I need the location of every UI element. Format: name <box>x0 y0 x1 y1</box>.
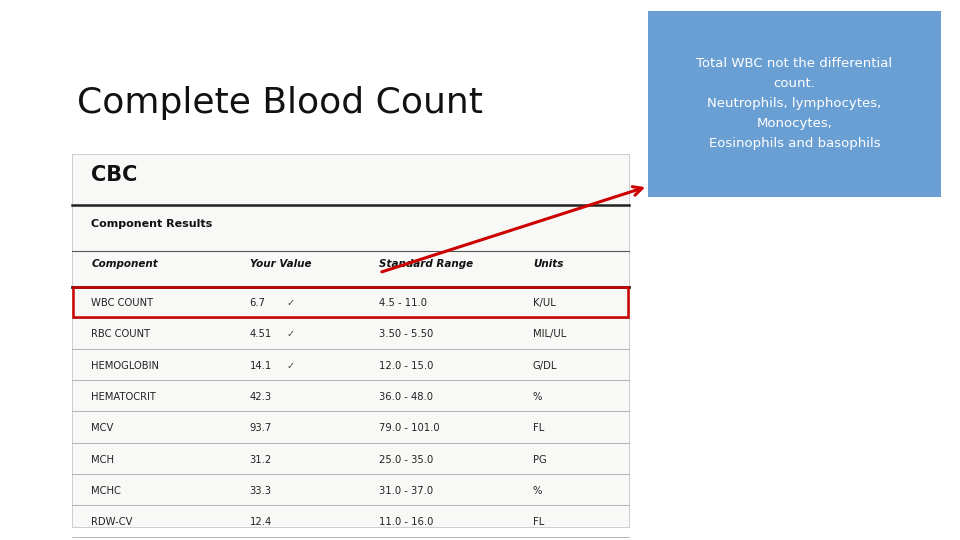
Text: Component Results: Component Results <box>91 219 212 229</box>
Text: 33.3: 33.3 <box>250 486 272 496</box>
Text: 12.4: 12.4 <box>250 517 272 527</box>
Text: 4.51: 4.51 <box>250 329 272 339</box>
Text: RDW-CV: RDW-CV <box>91 517 132 527</box>
Text: 11.0 - 16.0: 11.0 - 16.0 <box>379 517 434 527</box>
FancyBboxPatch shape <box>72 154 629 526</box>
Text: Complete Blood Count: Complete Blood Count <box>77 86 483 120</box>
FancyBboxPatch shape <box>648 11 941 197</box>
Text: %: % <box>533 392 542 402</box>
Text: 93.7: 93.7 <box>250 423 272 433</box>
Text: MCHC: MCHC <box>91 486 121 496</box>
Text: ✓: ✓ <box>286 298 294 308</box>
Text: WBC COUNT: WBC COUNT <box>91 298 154 308</box>
Text: Component: Component <box>91 259 158 269</box>
Text: HEMATOCRIT: HEMATOCRIT <box>91 392 156 402</box>
Text: 42.3: 42.3 <box>250 392 272 402</box>
Text: MCH: MCH <box>91 455 114 464</box>
Text: Your Value: Your Value <box>250 259 311 269</box>
Text: 79.0 - 101.0: 79.0 - 101.0 <box>379 423 440 433</box>
Text: PG: PG <box>533 455 546 464</box>
Text: FL: FL <box>533 423 544 433</box>
Text: 36.0 - 48.0: 36.0 - 48.0 <box>379 392 433 402</box>
Text: K/UL: K/UL <box>533 298 556 308</box>
Text: 14.1: 14.1 <box>250 361 272 370</box>
Text: %: % <box>533 486 542 496</box>
Text: 3.50 - 5.50: 3.50 - 5.50 <box>379 329 434 339</box>
Text: ✓: ✓ <box>286 329 294 339</box>
Text: Standard Range: Standard Range <box>379 259 473 269</box>
Text: 4.5 - 11.0: 4.5 - 11.0 <box>379 298 427 308</box>
Text: 31.2: 31.2 <box>250 455 272 464</box>
Text: 12.0 - 15.0: 12.0 - 15.0 <box>379 361 434 370</box>
Text: ✓: ✓ <box>286 361 294 370</box>
Text: Total WBC not the differential
count.
Neutrophils, lymphocytes,
Monocytes,
Eosin: Total WBC not the differential count. Ne… <box>696 57 893 151</box>
Text: 31.0 - 37.0: 31.0 - 37.0 <box>379 486 433 496</box>
Text: 25.0 - 35.0: 25.0 - 35.0 <box>379 455 434 464</box>
Text: G/DL: G/DL <box>533 361 557 370</box>
Text: CBC: CBC <box>91 165 137 185</box>
Text: Units: Units <box>533 259 564 269</box>
Text: HEMOGLOBIN: HEMOGLOBIN <box>91 361 159 370</box>
Text: FL: FL <box>533 517 544 527</box>
Text: 6.7: 6.7 <box>250 298 266 308</box>
Text: MIL/UL: MIL/UL <box>533 329 566 339</box>
Text: RBC COUNT: RBC COUNT <box>91 329 151 339</box>
Text: MCV: MCV <box>91 423 113 433</box>
